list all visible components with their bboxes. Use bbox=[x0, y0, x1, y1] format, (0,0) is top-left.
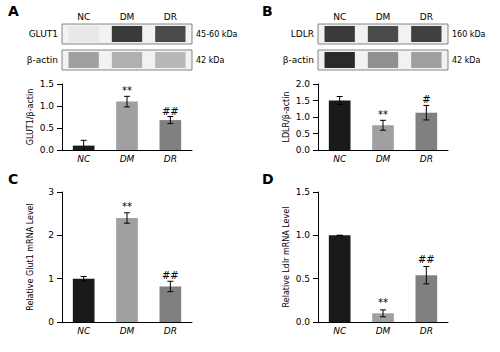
svg-text:DR: DR bbox=[164, 12, 177, 22]
svg-text:1.5: 1.5 bbox=[296, 96, 310, 106]
svg-text:**: ** bbox=[378, 297, 388, 308]
svg-text:1.0: 1.0 bbox=[40, 101, 55, 111]
svg-text:NC: NC bbox=[77, 326, 91, 336]
svg-text:NC: NC bbox=[333, 326, 347, 336]
svg-text:LDLR: LDLR bbox=[291, 29, 314, 39]
svg-text:##: ## bbox=[162, 106, 179, 117]
svg-text:NC: NC bbox=[77, 12, 90, 22]
svg-text:0.5: 0.5 bbox=[296, 274, 310, 284]
svg-text:**: ** bbox=[378, 109, 388, 120]
svg-text:DM: DM bbox=[376, 154, 391, 164]
svg-text:0.5: 0.5 bbox=[40, 123, 54, 133]
svg-text:45-60 kDa: 45-60 kDa bbox=[196, 30, 238, 39]
svg-text:B: B bbox=[262, 3, 273, 19]
svg-text:DR: DR bbox=[420, 326, 433, 336]
svg-text:DM: DM bbox=[120, 12, 135, 22]
svg-text:**: ** bbox=[122, 85, 132, 96]
svg-text:42 kDa: 42 kDa bbox=[452, 56, 481, 65]
svg-text:1.5: 1.5 bbox=[296, 187, 310, 197]
svg-text:DR: DR bbox=[164, 154, 177, 164]
svg-text:1.0: 1.0 bbox=[296, 112, 311, 122]
svg-text:3: 3 bbox=[48, 187, 54, 197]
svg-text:D: D bbox=[262, 171, 274, 187]
svg-text:LDLR/β-actin: LDLR/β-actin bbox=[282, 91, 291, 142]
svg-text:DM: DM bbox=[376, 12, 391, 22]
svg-text:0: 0 bbox=[48, 317, 54, 327]
svg-text:DM: DM bbox=[120, 326, 135, 336]
svg-text:0.0: 0.0 bbox=[296, 317, 311, 327]
svg-text:#: # bbox=[422, 94, 430, 105]
svg-text:1.0: 1.0 bbox=[296, 230, 311, 240]
svg-text:NC: NC bbox=[333, 12, 346, 22]
svg-text:2: 2 bbox=[48, 230, 54, 240]
svg-text:GLUT1: GLUT1 bbox=[29, 29, 58, 39]
svg-text:NC: NC bbox=[333, 154, 347, 164]
svg-text:β-actin: β-actin bbox=[283, 55, 314, 65]
svg-text:C: C bbox=[8, 171, 18, 187]
svg-text:##: ## bbox=[162, 270, 179, 281]
svg-text:2.0: 2.0 bbox=[296, 79, 311, 89]
svg-text:DM: DM bbox=[376, 326, 391, 336]
svg-text:0.5: 0.5 bbox=[296, 129, 310, 139]
svg-text:160 kDa: 160 kDa bbox=[452, 30, 486, 39]
svg-text:β-actin: β-actin bbox=[27, 55, 58, 65]
svg-text:DR: DR bbox=[420, 154, 433, 164]
svg-text:1: 1 bbox=[48, 274, 54, 284]
svg-text:##: ## bbox=[418, 254, 435, 265]
svg-text:A: A bbox=[8, 3, 19, 19]
svg-text:Relative Glut1 mRNA Level: Relative Glut1 mRNA Level bbox=[26, 203, 35, 311]
svg-text:0.0: 0.0 bbox=[296, 145, 311, 155]
svg-text:Relative Ldlr mRNA Level: Relative Ldlr mRNA Level bbox=[282, 207, 291, 308]
svg-text:DR: DR bbox=[164, 326, 177, 336]
svg-text:1.5: 1.5 bbox=[40, 79, 54, 89]
svg-text:0.0: 0.0 bbox=[40, 145, 55, 155]
svg-text:GLUT1/β-actin: GLUT1/β-actin bbox=[26, 89, 35, 146]
svg-text:DM: DM bbox=[120, 154, 135, 164]
svg-text:42 kDa: 42 kDa bbox=[196, 56, 225, 65]
svg-text:NC: NC bbox=[77, 154, 91, 164]
svg-text:**: ** bbox=[122, 201, 132, 212]
svg-text:DR: DR bbox=[420, 12, 433, 22]
